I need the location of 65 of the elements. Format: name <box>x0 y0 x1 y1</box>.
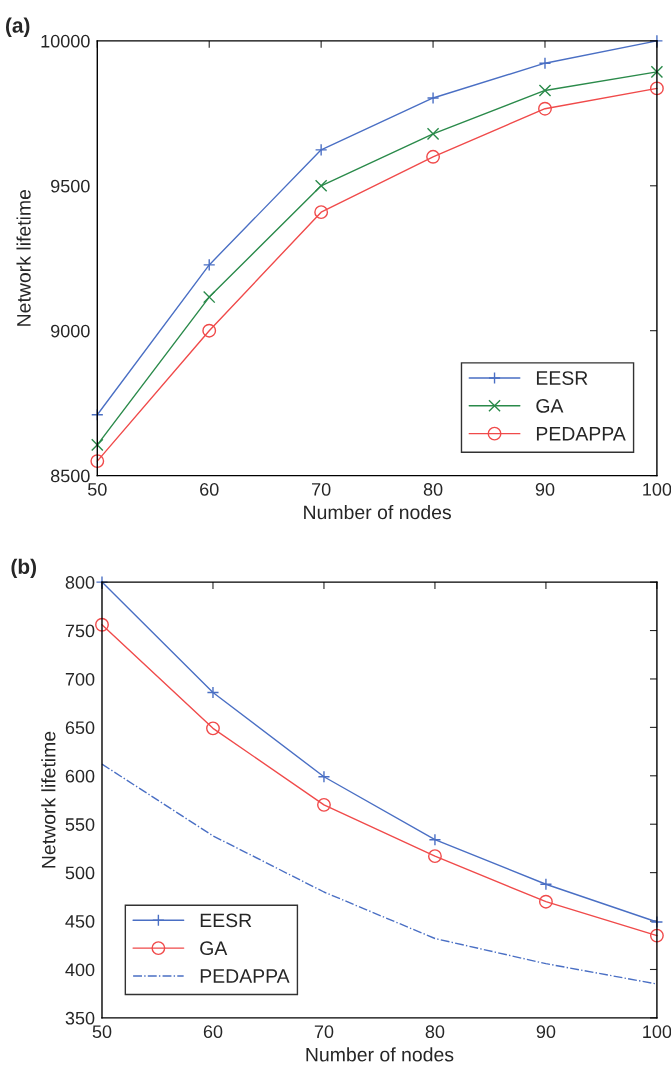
line-series <box>101 763 658 985</box>
point <box>538 101 552 116</box>
y-tick-label: 700 <box>65 672 95 686</box>
point <box>426 149 441 164</box>
y-tick-label: 9000 <box>51 324 90 338</box>
y-tick-label: 750 <box>65 624 95 638</box>
point <box>427 849 442 864</box>
point <box>314 143 328 157</box>
point <box>538 84 552 97</box>
point <box>202 258 216 272</box>
x-tick-label: 100 <box>643 1025 671 1039</box>
point <box>426 127 440 141</box>
y-tick-label: 600 <box>65 769 95 783</box>
y-tick-label: 400 <box>65 963 95 977</box>
point <box>90 454 105 469</box>
point <box>649 81 664 96</box>
point <box>317 797 331 812</box>
legend-label: EESR <box>536 371 588 385</box>
legend-label: GA <box>200 941 228 956</box>
y-tick-label: 8500 <box>50 469 90 483</box>
x-tick-label: 80 <box>423 483 443 496</box>
x-tick-label: 80 <box>425 1025 445 1039</box>
x-tick-label: 90 <box>536 1025 556 1039</box>
legend-label: GA <box>536 399 564 413</box>
y-tick-label: 800 <box>65 576 95 589</box>
point <box>650 65 664 79</box>
point <box>202 323 217 338</box>
y-tick-label: 350 <box>65 1011 95 1025</box>
x-tick-label: 60 <box>203 1025 223 1039</box>
chart-title: (b) <box>11 558 36 579</box>
x-tick-label: 50 <box>92 1025 112 1039</box>
point <box>428 833 442 846</box>
point <box>426 91 440 105</box>
legend-label: PEDAPPA <box>536 427 626 441</box>
point <box>206 686 220 699</box>
legend-label: PEDAPPA <box>200 969 290 983</box>
chart-title: (a) <box>6 17 30 37</box>
point <box>91 438 104 452</box>
x-tick-label: 50 <box>87 483 107 496</box>
point <box>202 290 216 304</box>
point <box>314 205 329 220</box>
point <box>317 770 331 784</box>
x-tick-label: 90 <box>535 483 555 496</box>
point <box>314 179 328 193</box>
y-axis-title: Network lifetime <box>41 731 56 868</box>
x-axis-title: Number of nodes <box>304 504 451 520</box>
point <box>538 894 553 909</box>
y-tick-label: 450 <box>65 914 95 928</box>
point <box>539 878 553 891</box>
x-tick-label: 100 <box>643 483 671 496</box>
point <box>206 721 220 736</box>
point <box>95 617 109 632</box>
x-axis-title: Number of nodes <box>306 1047 454 1062</box>
y-tick-label: 550 <box>65 818 95 831</box>
point <box>649 928 664 943</box>
y-tick-label: 500 <box>65 866 95 880</box>
x-tick-label: 70 <box>312 483 331 496</box>
x-tick-label: 70 <box>314 1025 334 1039</box>
y-axis-title: Network lifetime <box>16 189 31 326</box>
x-tick-label: 60 <box>200 483 219 496</box>
y-tick-label: 9500 <box>51 179 90 193</box>
legend-label: EESR <box>200 913 252 928</box>
y-tick-label: 10000 <box>41 34 90 48</box>
y-tick-label: 650 <box>65 721 95 735</box>
point <box>538 56 552 70</box>
